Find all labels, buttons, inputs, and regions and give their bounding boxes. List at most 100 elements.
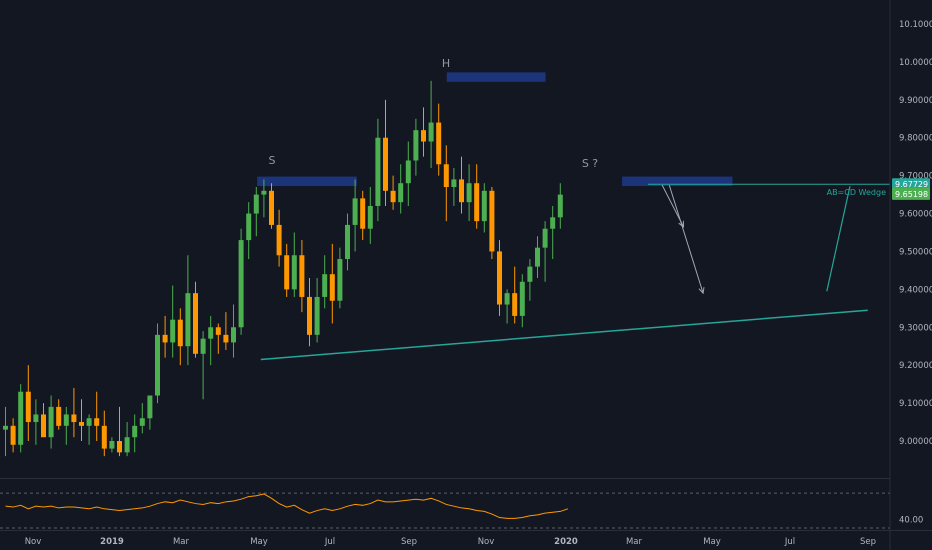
- candle-body: [208, 327, 214, 339]
- candle: [3, 406, 8, 457]
- candle-body: [147, 395, 153, 419]
- candle-body: [390, 190, 396, 203]
- candle-body: [504, 293, 510, 305]
- candle: [246, 202, 252, 260]
- x-tick-label: Mar: [626, 537, 643, 547]
- candle-body: [527, 266, 533, 282]
- candle: [170, 285, 176, 358]
- candle-body: [542, 228, 548, 248]
- candle: [261, 179, 267, 218]
- rsi-pane: [0, 492, 890, 529]
- candle: [94, 391, 100, 441]
- candle: [177, 308, 183, 366]
- candle: [71, 387, 77, 438]
- candle-body: [139, 418, 145, 426]
- x-tick-label: May: [250, 537, 268, 547]
- candle: [314, 277, 320, 343]
- pattern-annotation: S ?: [582, 157, 598, 170]
- candle-body: [307, 296, 312, 335]
- candle-body: [466, 183, 472, 203]
- candle-body: [3, 425, 8, 430]
- candle: [329, 243, 335, 324]
- pattern-annotation: S: [269, 154, 276, 167]
- candle: [504, 289, 510, 324]
- candle: [109, 437, 115, 453]
- candle: [299, 240, 305, 313]
- candle: [10, 418, 16, 453]
- price-tag-background: [892, 178, 930, 191]
- candle: [375, 118, 381, 222]
- candle: [291, 232, 297, 297]
- projection-label: AB=CD Wedge: [827, 188, 886, 197]
- candle: [421, 107, 426, 157]
- candle: [383, 99, 388, 206]
- candle: [193, 281, 198, 358]
- candle-body: [25, 391, 31, 423]
- candle: [512, 266, 518, 324]
- candle-body: [253, 194, 259, 214]
- candle: [443, 145, 449, 222]
- candle: [390, 175, 396, 210]
- candle: [527, 259, 533, 301]
- candle-body: [443, 164, 449, 188]
- candle: [162, 315, 168, 358]
- candle-body: [291, 255, 297, 290]
- candle-body: [375, 137, 381, 206]
- candle: [284, 243, 290, 297]
- candle-body: [63, 414, 69, 426]
- candle-body: [284, 255, 290, 290]
- candle-body: [155, 334, 160, 396]
- candle: [155, 323, 160, 404]
- pattern-zone: [446, 72, 546, 82]
- candle: [185, 255, 191, 366]
- candle: [215, 323, 221, 354]
- candle-body: [345, 224, 350, 260]
- candle-body: [238, 240, 244, 328]
- candle: [276, 209, 282, 267]
- candle-body: [398, 183, 404, 203]
- y-tick-label: 10.10000: [899, 20, 932, 30]
- candle: [63, 406, 69, 445]
- price-tag: 9.67729: [892, 178, 930, 191]
- candle: [405, 141, 411, 206]
- projection-arrowhead: [698, 287, 705, 295]
- candle: [519, 274, 525, 328]
- candle-body: [512, 293, 518, 316]
- candle-body: [261, 190, 267, 195]
- candle: [398, 164, 404, 214]
- candle-body: [269, 190, 274, 225]
- candle-body: [367, 205, 373, 229]
- y-tick-label: 9.60000: [899, 210, 932, 220]
- rsi-line: [5, 493, 569, 519]
- candle-body: [481, 190, 487, 222]
- pattern-zone: [257, 176, 357, 187]
- x-tick-label: Mar: [173, 537, 190, 547]
- neckline-trendline: [260, 309, 868, 361]
- candle: [481, 183, 487, 233]
- candle-body: [246, 213, 252, 241]
- candle: [413, 118, 419, 176]
- candle: [117, 406, 122, 457]
- candle-body: [352, 198, 358, 225]
- candle-body: [193, 293, 198, 354]
- x-tick-label: 2019: [100, 537, 124, 547]
- candle: [269, 183, 274, 229]
- candle-body: [94, 418, 100, 426]
- y-tick-label: 9.70000: [899, 172, 932, 182]
- candle-body: [436, 122, 442, 165]
- candle-body: [322, 274, 328, 297]
- candle-body: [550, 217, 556, 229]
- candle: [451, 168, 457, 206]
- price-tag-label: 9.65198: [895, 190, 928, 199]
- x-tick-label: Nov: [25, 537, 42, 547]
- y-tick-label: 9.30000: [899, 323, 932, 333]
- candle-body: [519, 281, 525, 316]
- y-tick-label: 9.40000: [899, 285, 932, 295]
- candle-body: [383, 137, 388, 191]
- candle-body: [421, 130, 426, 142]
- candle: [79, 399, 84, 441]
- candle: [223, 312, 229, 351]
- candle: [557, 183, 563, 229]
